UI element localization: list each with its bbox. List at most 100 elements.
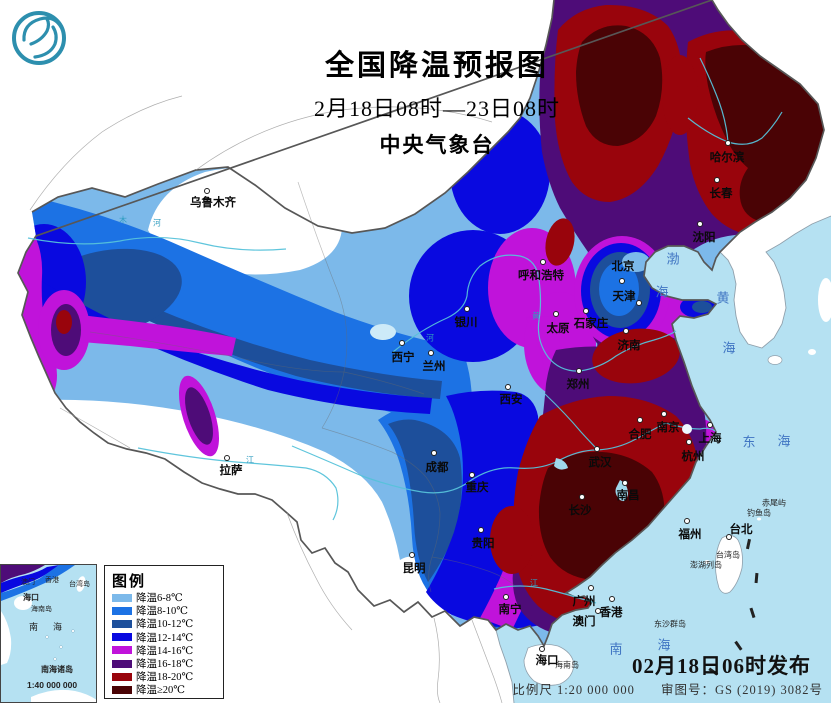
city-dot-icon xyxy=(707,422,713,428)
sea-label: 渤 xyxy=(666,251,680,267)
legend-box: 图例 降温6-8℃ 降温8-10℃ 降温10-12℃ 降温12-14℃ 降温14-16℃… xyxy=(104,565,224,699)
inset-sea-label: 海 xyxy=(53,622,63,632)
city-dot-icon xyxy=(686,439,692,445)
legend-swatch-icon xyxy=(112,606,132,615)
pocket-ring xyxy=(692,301,712,313)
island-label: 台湾岛 xyxy=(716,550,740,560)
band-ge20-region xyxy=(576,25,663,146)
city-dot-icon xyxy=(224,455,230,461)
city-dot-icon xyxy=(725,140,731,146)
city-dot-icon xyxy=(553,311,559,317)
map-scale: 比例尺 1:20 000 000 xyxy=(512,683,635,697)
province-line xyxy=(89,331,345,373)
foreign-line xyxy=(471,619,503,703)
nine-dash-line xyxy=(708,538,759,676)
city-label: 合肥 xyxy=(628,429,652,441)
city-dot-icon xyxy=(637,417,643,423)
city-dot-icon xyxy=(204,188,210,194)
island-label: 赤尾屿 xyxy=(762,498,786,508)
inset-label-hainan: 海南岛 xyxy=(31,606,52,613)
logo-stroke xyxy=(22,16,63,42)
city-label: 北京 xyxy=(611,261,635,273)
city-label: 福州 xyxy=(678,529,702,541)
legend-title: 图例 xyxy=(112,574,147,590)
pocket-ring xyxy=(622,252,650,272)
band-18-20-region xyxy=(592,328,680,384)
band-14-16-region xyxy=(50,312,236,356)
hainan-island xyxy=(523,644,575,686)
city-label: 广州 xyxy=(572,596,596,608)
qinghai-lake xyxy=(370,324,396,340)
dash-mark xyxy=(708,667,719,676)
logo-stroke xyxy=(29,17,51,46)
sea-label: 海 xyxy=(657,637,671,653)
city-dot-icon xyxy=(595,608,601,614)
dash-mark xyxy=(749,607,756,619)
island-label: 海南岛 xyxy=(555,660,579,670)
province-line xyxy=(431,556,515,586)
dash-mark xyxy=(734,640,743,651)
city-label: 南京 xyxy=(656,422,680,434)
city-label: 兰州 xyxy=(422,361,446,373)
legend-label: 降温14-16℃ xyxy=(136,645,194,657)
city-dot-icon xyxy=(428,350,434,356)
foreign-line xyxy=(433,617,441,703)
city-dot-icon xyxy=(622,480,628,486)
inset-mini-map xyxy=(1,565,96,702)
legend-label: 降温16-18℃ xyxy=(136,659,194,671)
foreign-line xyxy=(286,512,353,631)
inset-mainland xyxy=(1,565,45,583)
band-18-20-region xyxy=(545,218,575,266)
coastline xyxy=(495,215,831,703)
city-label: 长沙 xyxy=(568,505,592,517)
city-dot-icon xyxy=(588,585,594,591)
city-label: 南宁 xyxy=(498,604,522,616)
city-label: 郑州 xyxy=(566,379,590,391)
legend-swatch-icon xyxy=(112,685,132,694)
city-dot-icon xyxy=(399,340,405,346)
legend-label: 降温12-14℃ xyxy=(136,632,194,644)
city-dot-icon xyxy=(431,450,437,456)
city-dot-icon xyxy=(594,446,600,452)
inset-band xyxy=(1,565,59,593)
band-12-14-region xyxy=(18,262,432,414)
city-label: 哈尔滨 xyxy=(709,152,745,164)
legend-item: 降温≥20℃ xyxy=(112,683,223,696)
city-label: 石家庄 xyxy=(573,318,609,330)
south-china-sea-inset: 澳门 香港 台湾岛 海口 海南岛 南 海 南海诸岛 1:40 000 000 xyxy=(0,564,97,703)
city-label: 天津 xyxy=(612,291,636,303)
band-16-18-region xyxy=(185,387,213,445)
inset-label-hongkong: 香港 xyxy=(45,577,59,584)
legend-label: 降温8-10℃ xyxy=(136,606,188,618)
inset-islet xyxy=(71,629,75,633)
city-dot-icon xyxy=(540,259,546,265)
city-dot-icon xyxy=(726,534,732,540)
pearl-river xyxy=(493,585,597,604)
city-dot-icon xyxy=(636,300,642,306)
legend-swatch-icon xyxy=(112,619,132,628)
city-label: 太原 xyxy=(546,323,570,335)
agency-name: 中央气象台 xyxy=(379,133,495,157)
province-line xyxy=(297,181,348,429)
city-label: 济南 xyxy=(617,340,641,352)
river-label: 黄 xyxy=(532,311,540,321)
river-label: 江 xyxy=(246,455,254,465)
inset-label-haikou: 海口 xyxy=(23,593,39,602)
city-label: 南昌 xyxy=(616,490,640,502)
yarlung-river xyxy=(137,447,339,521)
band-10-12-region xyxy=(388,419,462,582)
province-borders xyxy=(89,181,515,593)
island-label: 东沙群岛 xyxy=(654,619,686,629)
city-dot-icon xyxy=(697,221,703,227)
legend-item: 降温12-14℃ xyxy=(112,631,223,644)
legend-item: 降温18-20℃ xyxy=(112,670,223,683)
pocket-ring xyxy=(599,262,639,316)
legend-label: 降温10-12℃ xyxy=(136,619,194,631)
legend-item: 降温14-16℃ xyxy=(112,644,223,657)
city-dot-icon xyxy=(539,646,545,652)
city-dot-icon xyxy=(623,328,629,334)
city-dot-icon xyxy=(583,308,589,314)
inset-scale-label: 1:40 000 000 xyxy=(27,680,78,690)
